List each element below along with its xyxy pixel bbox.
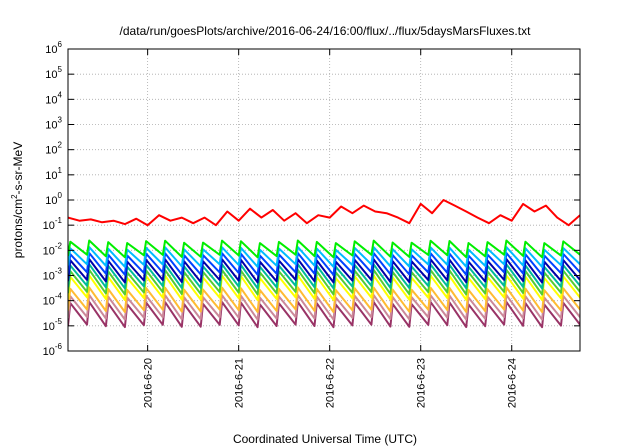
- y-tick-label: 106: [45, 40, 62, 56]
- y-tick-label: 104: [45, 90, 62, 106]
- y-tick-label: 103: [45, 116, 62, 132]
- y-tick-label: 100: [45, 191, 62, 207]
- y-tick-label: 10-6: [43, 342, 63, 358]
- y-tick-label: 10-3: [43, 267, 63, 283]
- series-line: [68, 199, 580, 227]
- x-tick-label: 2016-6-20: [143, 358, 155, 408]
- y-tick-label: 10-1: [43, 216, 63, 232]
- chart-title: /data/run/goesPlots/archive/2016-06-24/1…: [120, 24, 532, 38]
- x-tick-label: 2016-6-23: [416, 358, 428, 408]
- y-tick-label: 105: [45, 65, 62, 81]
- x-axis-label: Coordinated Universal Time (UTC): [233, 432, 417, 446]
- x-tick-label: 2016-6-21: [234, 358, 246, 408]
- plot-area: [68, 199, 580, 329]
- grid-lines: [68, 49, 580, 351]
- series-line: [68, 246, 580, 268]
- series-line: [68, 239, 580, 259]
- x-axis: 2016-6-20 2016-6-21 2016-6-22 2016-6-23 2016…: [143, 49, 519, 408]
- y-tick-label: 101: [45, 166, 62, 182]
- series-line: [68, 286, 580, 314]
- y-axis: 10-6 10-5 10-4 10-3 10-2 10-1 100 101 102 103 104 1…: [43, 40, 580, 358]
- y-tick-label: 10-2: [43, 241, 63, 257]
- y-tick-label: 10-5: [43, 317, 63, 333]
- y-tick-label: 10-4: [43, 292, 63, 308]
- y-axis-label: protons/cm2-s-sr-MeV: [10, 142, 25, 258]
- y-tick-label: 102: [45, 141, 62, 157]
- x-tick-label: 2016-6-22: [325, 358, 337, 408]
- x-tick-label: 2016-6-24: [507, 358, 519, 408]
